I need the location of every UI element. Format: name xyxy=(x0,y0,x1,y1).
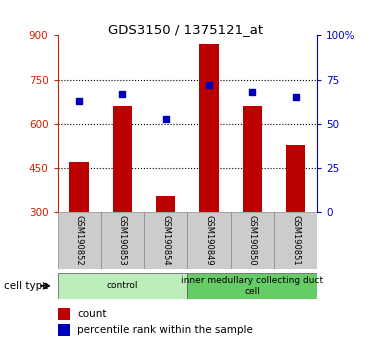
Bar xyxy=(58,308,70,320)
Bar xyxy=(58,212,101,269)
Bar xyxy=(231,212,274,269)
Text: GSM190850: GSM190850 xyxy=(248,215,257,266)
Text: inner medullary collecting duct
cell: inner medullary collecting duct cell xyxy=(181,276,324,296)
Bar xyxy=(187,212,231,269)
Point xyxy=(76,98,82,104)
Text: control: control xyxy=(107,281,138,290)
Bar xyxy=(113,106,132,212)
Bar xyxy=(286,144,305,212)
Text: GSM190854: GSM190854 xyxy=(161,215,170,266)
Bar xyxy=(69,162,89,212)
Bar xyxy=(58,273,187,299)
Text: GSM190851: GSM190851 xyxy=(291,215,300,266)
Text: cell type: cell type xyxy=(4,281,48,291)
Text: GSM190849: GSM190849 xyxy=(204,215,213,266)
Point xyxy=(293,95,299,100)
Text: GDS3150 / 1375121_at: GDS3150 / 1375121_at xyxy=(108,23,263,36)
Bar xyxy=(187,273,317,299)
Bar xyxy=(144,212,187,269)
Text: count: count xyxy=(77,309,106,319)
Text: GSM190853: GSM190853 xyxy=(118,215,127,266)
Text: percentile rank within the sample: percentile rank within the sample xyxy=(77,325,253,335)
Point xyxy=(163,116,169,121)
Bar xyxy=(199,44,219,212)
Bar xyxy=(243,106,262,212)
Point xyxy=(249,89,255,95)
Text: GSM190852: GSM190852 xyxy=(75,215,83,266)
Bar xyxy=(156,196,175,212)
Point xyxy=(119,91,125,97)
Bar xyxy=(274,212,317,269)
Point xyxy=(206,82,212,88)
Bar xyxy=(58,324,70,336)
Bar xyxy=(101,212,144,269)
